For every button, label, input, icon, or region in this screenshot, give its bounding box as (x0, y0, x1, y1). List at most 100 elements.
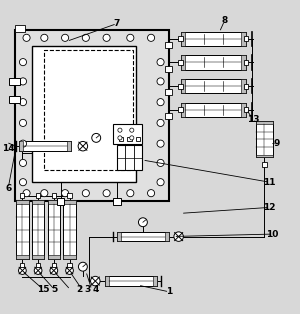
Bar (178, 60, 183, 65)
Circle shape (20, 140, 26, 147)
Circle shape (20, 119, 26, 127)
Bar (242, 79, 246, 93)
Text: 10: 10 (266, 230, 279, 239)
Bar (117, 145, 142, 170)
Bar (244, 60, 248, 65)
Bar (15, 30, 169, 202)
Bar (15, 25, 25, 32)
Text: 12: 12 (263, 203, 276, 212)
Bar (181, 103, 246, 117)
Circle shape (91, 276, 100, 286)
Bar (32, 200, 44, 259)
Bar (181, 32, 185, 46)
Bar (68, 141, 71, 151)
Bar (68, 193, 72, 198)
Circle shape (23, 190, 30, 197)
Bar (153, 276, 157, 286)
Bar (36, 193, 40, 198)
Text: 4: 4 (92, 285, 98, 294)
Bar (117, 232, 121, 241)
Text: 1: 1 (166, 287, 172, 296)
Bar (256, 122, 273, 157)
Circle shape (157, 99, 164, 106)
Circle shape (174, 232, 183, 241)
Bar (165, 113, 172, 119)
Bar (16, 255, 28, 259)
Text: 9: 9 (274, 139, 280, 148)
Circle shape (103, 190, 110, 197)
Bar (256, 122, 273, 124)
Bar (32, 46, 136, 182)
Bar (181, 55, 246, 69)
Bar (181, 55, 185, 69)
Text: 14: 14 (2, 143, 14, 153)
Bar (165, 66, 172, 72)
Circle shape (130, 136, 134, 140)
Bar (178, 84, 183, 89)
Circle shape (82, 34, 89, 41)
Bar (242, 32, 246, 46)
Circle shape (130, 128, 134, 132)
Circle shape (20, 179, 26, 186)
Bar (63, 200, 76, 259)
Bar (105, 276, 109, 286)
Text: 7: 7 (114, 19, 120, 28)
Bar (112, 124, 142, 144)
Circle shape (19, 267, 26, 274)
Bar (113, 198, 121, 205)
Bar (20, 193, 25, 198)
Circle shape (118, 136, 122, 140)
Bar (52, 193, 56, 198)
Circle shape (157, 160, 164, 166)
Bar (63, 200, 76, 204)
Circle shape (92, 133, 101, 142)
Circle shape (20, 78, 26, 85)
Circle shape (50, 267, 58, 274)
Bar (20, 263, 25, 267)
Text: 2: 2 (76, 285, 83, 294)
Bar (32, 255, 44, 259)
Bar (9, 78, 20, 85)
Circle shape (103, 34, 110, 41)
Circle shape (78, 141, 88, 151)
Bar (105, 276, 157, 286)
Bar (181, 32, 246, 46)
Bar (48, 200, 60, 204)
Circle shape (82, 190, 89, 197)
Bar (244, 107, 248, 112)
Text: 8: 8 (221, 16, 228, 25)
Bar (19, 141, 71, 151)
Circle shape (78, 262, 87, 271)
Bar (181, 103, 185, 117)
Text: 13: 13 (247, 116, 260, 124)
Bar (9, 96, 20, 103)
Bar (19, 141, 23, 151)
Bar (262, 162, 267, 167)
Circle shape (157, 179, 164, 186)
Bar (165, 89, 172, 95)
Bar (57, 198, 64, 205)
Circle shape (41, 34, 48, 41)
Circle shape (61, 34, 69, 41)
Bar (181, 79, 185, 93)
Bar (44, 50, 133, 170)
Circle shape (23, 34, 30, 41)
Circle shape (157, 119, 164, 127)
Circle shape (20, 160, 26, 166)
Circle shape (20, 59, 26, 66)
Circle shape (157, 59, 164, 66)
Text: 3: 3 (84, 285, 90, 294)
Bar (16, 200, 28, 259)
Bar (165, 42, 172, 48)
Circle shape (157, 78, 164, 85)
Circle shape (66, 267, 74, 274)
Bar (117, 232, 169, 241)
Bar (32, 200, 44, 204)
Text: 15: 15 (38, 285, 50, 294)
Circle shape (148, 34, 154, 41)
Text: 6: 6 (5, 184, 11, 192)
Bar (242, 55, 246, 69)
Bar (48, 200, 60, 259)
Circle shape (61, 190, 69, 197)
Text: 5: 5 (52, 285, 58, 294)
